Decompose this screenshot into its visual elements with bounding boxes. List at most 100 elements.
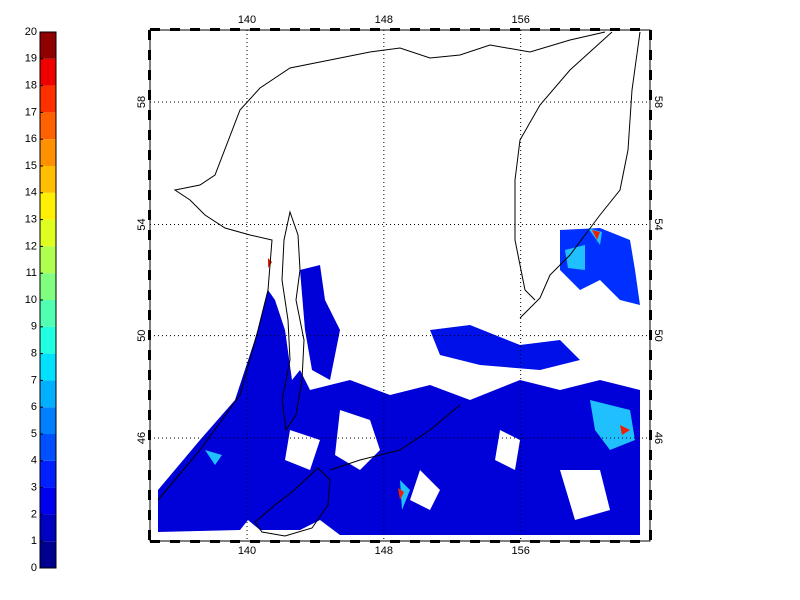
colorbar-label: 12 [25, 240, 37, 252]
colorbar-label: 8 [31, 348, 37, 360]
frame-bar [649, 410, 652, 420]
precipitation-field [158, 228, 640, 535]
colorbar-segment [40, 460, 56, 488]
frame-bar [430, 540, 440, 543]
frame-bar [649, 190, 652, 200]
lat-label-left: 58 [136, 96, 148, 108]
lat-label-right: 58 [652, 96, 664, 108]
colorbar-label: 17 [25, 106, 37, 118]
colorbar-label: 3 [31, 482, 37, 494]
frame-bar [148, 350, 151, 360]
frame-bar [148, 170, 151, 180]
frame-bar [210, 540, 220, 543]
frame-bar [390, 28, 400, 31]
frame-bar [649, 230, 652, 240]
frame-bar [148, 310, 151, 320]
frame-bar [649, 270, 652, 280]
colorbar-label: 14 [25, 187, 37, 199]
frame-bar [590, 28, 600, 31]
frame-bar [330, 28, 340, 31]
lon-label-top: 140 [238, 14, 256, 26]
colorbar-segment [40, 407, 56, 434]
frame-bar [350, 540, 360, 543]
frame-bar [150, 540, 160, 543]
colorbar-segment [40, 380, 56, 408]
mainland-coast [157, 31, 606, 501]
colorbar-segment [40, 246, 56, 274]
colorbar-label: 15 [25, 160, 37, 172]
colorbar-label: 10 [25, 294, 37, 306]
frame-bar [148, 430, 151, 440]
frame-bar [649, 350, 652, 360]
frame-bar [649, 90, 652, 100]
lat-label-left: 54 [136, 218, 148, 230]
frame-bar [148, 390, 151, 400]
colorbar-segment [40, 32, 56, 59]
colorbar-label: 16 [25, 133, 37, 145]
frame-bar [430, 28, 440, 31]
kamchatka-west-coast [514, 31, 613, 301]
frame-bar [190, 540, 200, 543]
colorbar-label: 1 [31, 535, 37, 547]
lat-label-right: 54 [652, 218, 664, 230]
lat-label-left: 50 [136, 330, 148, 342]
lat-label-right: 50 [652, 330, 664, 342]
field-region [300, 265, 340, 380]
colorbar-label: 7 [31, 374, 37, 386]
colorbar-segment [40, 166, 56, 193]
frame-bar [649, 450, 652, 460]
frame-bar [470, 28, 480, 31]
colorbar-segment [40, 85, 56, 113]
lat-label-right: 46 [652, 432, 664, 444]
lon-label-top: 156 [511, 14, 529, 26]
frame-bar [148, 130, 151, 140]
frame-bar [649, 330, 652, 340]
colorbar-segment [40, 487, 56, 515]
frame-bar [370, 28, 380, 31]
frame-bar [250, 540, 260, 543]
frame-bar [150, 28, 160, 31]
frame-bar [148, 450, 151, 460]
frame-bar [649, 530, 652, 540]
colorbar-label: 19 [25, 53, 37, 65]
frame-bar [190, 28, 200, 31]
kamchatka-east-coast [519, 31, 641, 319]
colorbar-label: 5 [31, 428, 37, 440]
colorbar-label: 9 [31, 321, 37, 333]
frame-bar [148, 150, 151, 160]
colorbar-segment [40, 273, 56, 300]
colorbar-segment [40, 541, 56, 568]
colorbar-segment [40, 434, 56, 461]
frame-bar [649, 390, 652, 400]
colorbar-segment [40, 58, 56, 86]
lat-label-left: 46 [136, 432, 148, 444]
colorbar-label: 11 [26, 267, 37, 279]
frame-bar [649, 170, 652, 180]
frame-bar [250, 28, 260, 31]
graticule: 140 140 148 148 156 156 46 46 50 50 54 54 58 58 [136, 14, 664, 557]
frame-bar [170, 28, 180, 31]
frame-bar [148, 530, 151, 540]
colorbar-segment [40, 112, 56, 140]
frame-bar [649, 250, 652, 260]
frame-bar [649, 30, 652, 40]
colorbar-segment [40, 514, 56, 542]
kuril-chain [329, 404, 461, 471]
lon-label-bottom: 148 [375, 545, 393, 557]
frame-bar [550, 28, 560, 31]
frame-bar [148, 210, 151, 220]
frame-bar [649, 150, 652, 160]
frame-bar [610, 540, 620, 543]
frame-bar [148, 50, 151, 60]
colorbar-label: 0 [31, 562, 37, 574]
frame-bar [148, 110, 151, 120]
frame-bar [370, 540, 380, 543]
frame-bar [148, 290, 151, 300]
frame-bar [630, 540, 640, 543]
frame-bar [210, 28, 220, 31]
frame-bar [148, 250, 151, 260]
frame-bar [390, 540, 400, 543]
frame-bar [649, 510, 652, 520]
frame-bar [310, 540, 320, 543]
